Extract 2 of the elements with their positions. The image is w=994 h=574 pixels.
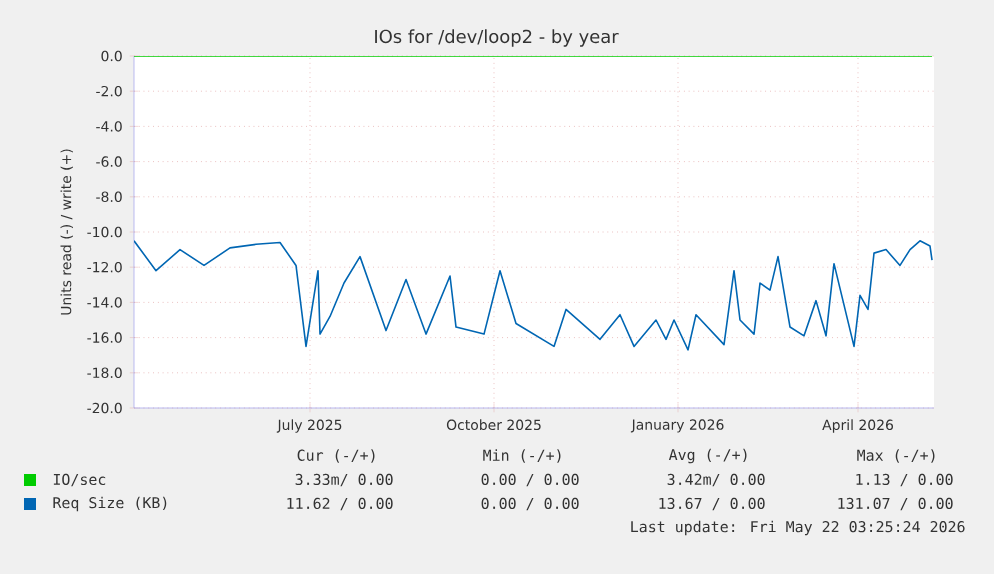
- chart-title: IOs for /dev/loop2 - by year: [375, 29, 619, 47]
- line-series: [134, 240, 933, 351]
